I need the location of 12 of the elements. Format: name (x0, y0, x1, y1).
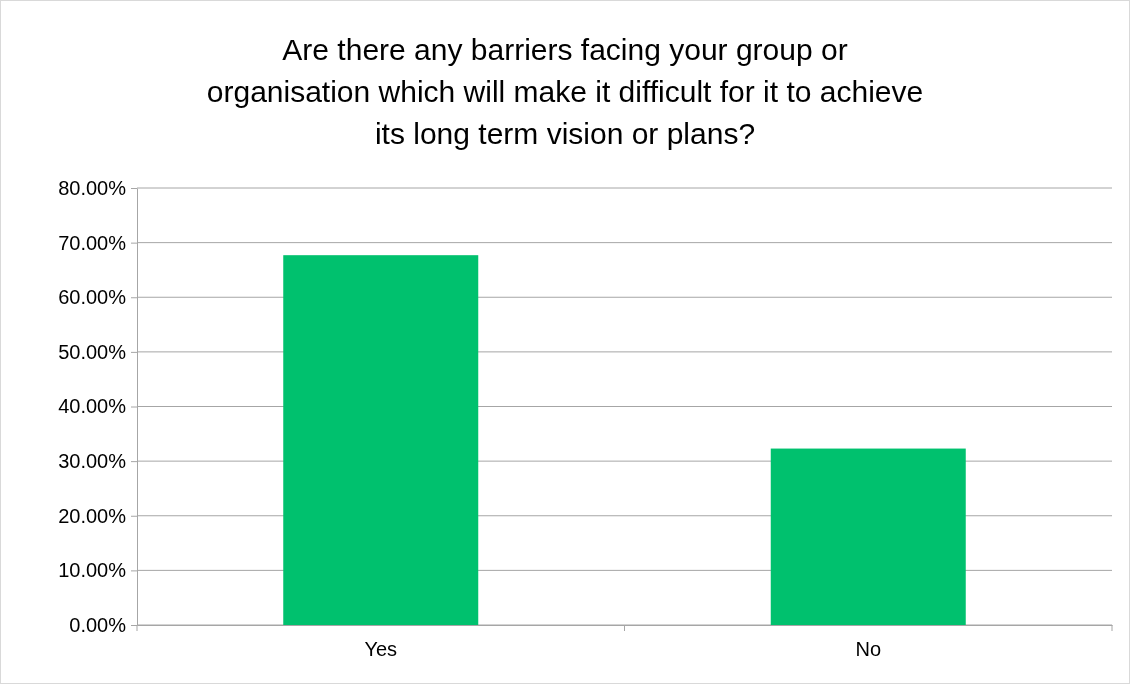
x-tick-label: Yes (364, 638, 398, 660)
x-tick-label: No (855, 638, 882, 660)
y-tick-label: 80.00% (58, 176, 127, 199)
y-tick-label: 30.00% (58, 450, 127, 473)
y-tick-label: 50.00% (58, 340, 127, 363)
chart-title: Are there any barriers facing your group or organisation which will make it difficult for it to achieve its long term vision or plans? (206, 33, 924, 150)
y-tick-label: 60.00% (58, 286, 127, 309)
y-tick-label: 20.00% (58, 504, 127, 527)
y-tick-label: 70.00% (58, 231, 127, 254)
y-tick-label: 40.00% (58, 395, 127, 418)
y-tick-label: 10.00% (58, 559, 127, 582)
y-tick-label: 0.00% (69, 613, 127, 636)
